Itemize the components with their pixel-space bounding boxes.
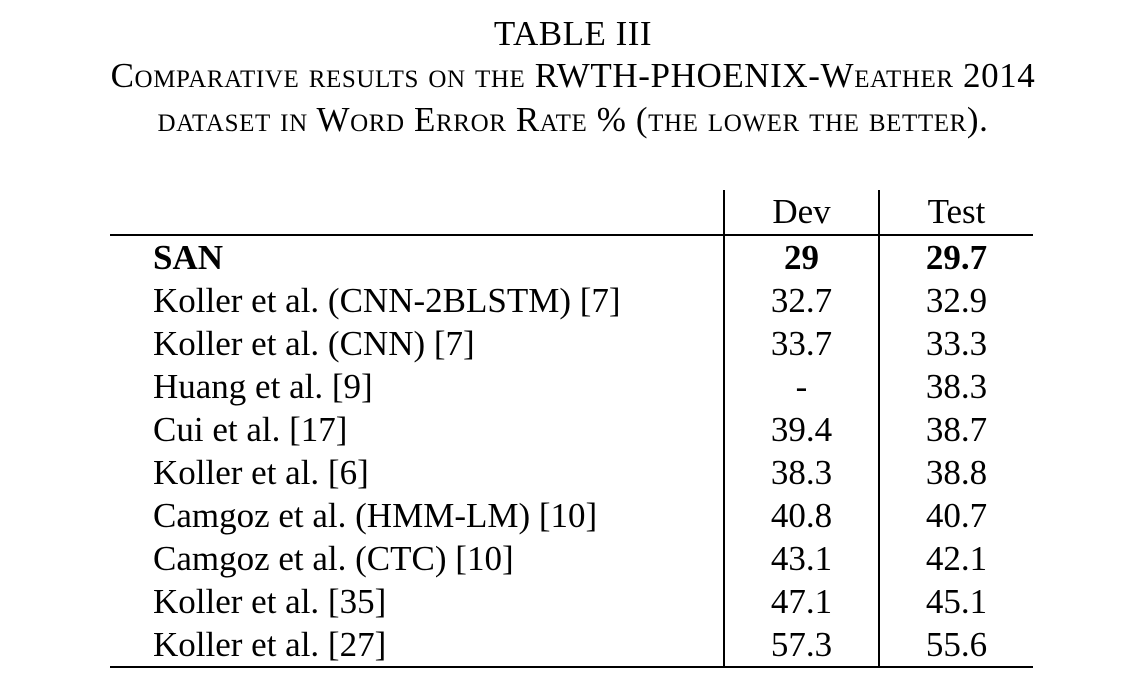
dev-cell: 40.8	[723, 494, 879, 537]
test-cell: 55.6	[878, 623, 1033, 668]
table-label: TABLE III	[493, 14, 653, 53]
method-cell: Koller et al. (CNN) [7]	[153, 324, 475, 363]
dev-cell: 33.7	[723, 322, 879, 365]
test-cell: 38.8	[878, 451, 1033, 494]
header-row: Dev Test	[110, 190, 1033, 236]
test-cell: 38.3	[878, 365, 1033, 408]
test-cell: 38.7	[878, 408, 1033, 451]
test-cell: 42.1	[878, 537, 1033, 580]
table-row: Camgoz et al. (HMM-LM) [10] 40.8 40.7	[110, 494, 1033, 537]
dev-cell: 43.1	[723, 537, 879, 580]
results-table-container: Dev Test SAN 29 29.7 Koller et al. (CNN-2BL…	[110, 190, 1033, 668]
test-cell: 32.9	[878, 279, 1033, 322]
test-cell: 33.3	[878, 322, 1033, 365]
method-cell: Koller et al. (CNN-2BLSTM) [7]	[153, 281, 621, 320]
test-cell: 45.1	[878, 580, 1033, 623]
method-cell: Koller et al. [6]	[153, 453, 369, 492]
method-cell: SAN	[153, 238, 224, 277]
table-row: Koller et al. (CNN-2BLSTM) [7] 32.7 32.9	[110, 279, 1033, 322]
table-caption: TABLE III Comparative results on the RWT…	[0, 14, 1146, 142]
header-method	[110, 190, 724, 236]
test-cell: 29.7	[878, 235, 1033, 279]
table-row: Cui et al. [17] 39.4 38.7	[110, 408, 1033, 451]
caption-line-2: dataset in Word Error Rate % (the lower …	[157, 100, 989, 139]
dev-cell: 39.4	[723, 408, 879, 451]
results-table: Dev Test SAN 29 29.7 Koller et al. (CNN-2BL…	[110, 190, 1033, 668]
method-cell: Huang et al. [9]	[153, 367, 373, 406]
dev-cell: 29	[723, 235, 879, 279]
method-cell: Camgoz et al. (HMM-LM) [10]	[153, 496, 598, 535]
table-row: Camgoz et al. (CTC) [10] 43.1 42.1	[110, 537, 1033, 580]
table-row: SAN 29 29.7	[110, 235, 1033, 279]
caption-line-1: Comparative results on the RWTH-PHOENIX-…	[110, 56, 1036, 95]
header-dev: Dev	[723, 190, 879, 236]
method-cell: Camgoz et al. (CTC) [10]	[153, 539, 514, 578]
header-test: Test	[878, 190, 1033, 236]
method-cell: Koller et al. [35]	[153, 582, 387, 621]
table-row: Koller et al. [27] 57.3 55.6	[110, 623, 1033, 668]
dev-cell: 57.3	[723, 623, 879, 668]
method-cell: Cui et al. [17]	[153, 410, 348, 449]
dev-cell: 47.1	[723, 580, 879, 623]
table-row: Huang et al. [9] -38.3	[110, 365, 1033, 408]
dev-cell: -	[723, 365, 879, 408]
table-row: Koller et al. [6] 38.3 38.8	[110, 451, 1033, 494]
dev-cell: 32.7	[723, 279, 879, 322]
table-row: Koller et al. [35] 47.1 45.1	[110, 580, 1033, 623]
table-body: SAN 29 29.7 Koller et al. (CNN-2BLSTM) [7] 3…	[110, 235, 1033, 668]
test-cell: 40.7	[878, 494, 1033, 537]
table-row: Koller et al. (CNN) [7] 33.7 33.3	[110, 322, 1033, 365]
dev-cell: 38.3	[723, 451, 879, 494]
method-cell: Koller et al. [27]	[110, 623, 724, 668]
